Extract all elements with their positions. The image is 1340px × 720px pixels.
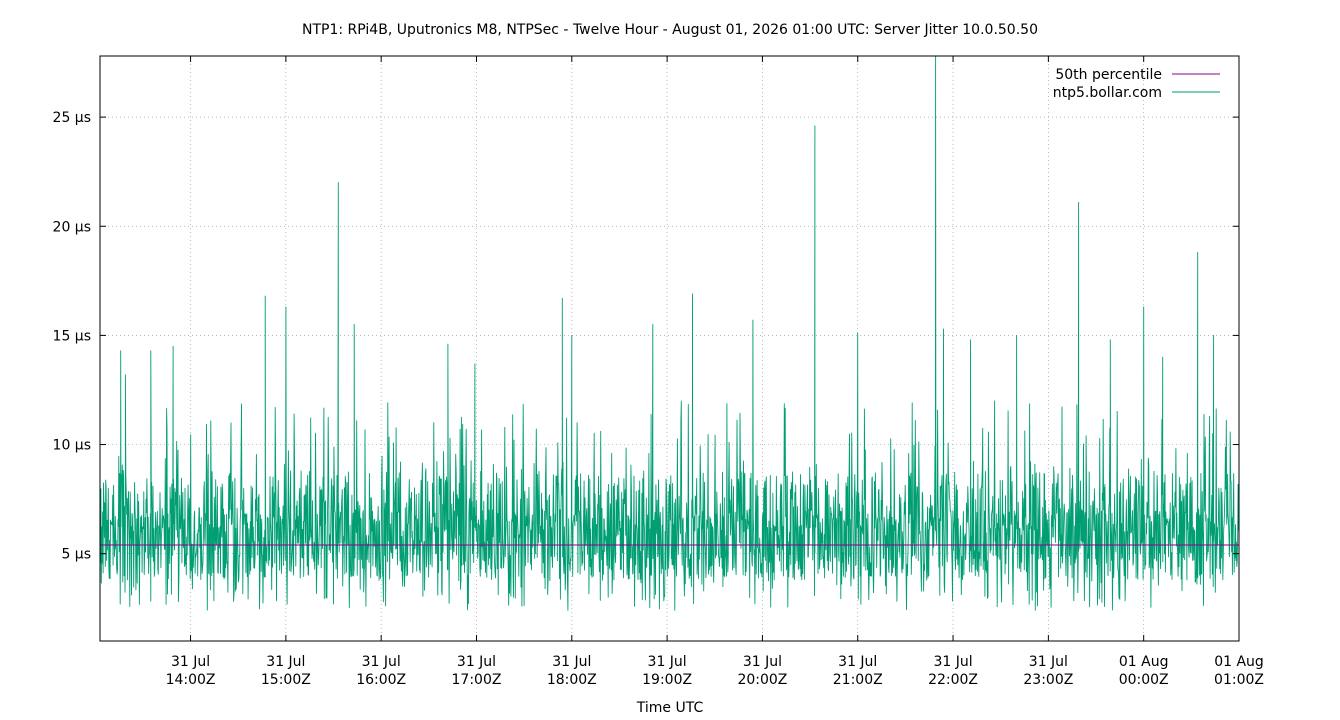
y-tick-label: 5 µs bbox=[61, 547, 91, 563]
x-tick-time: 18:00Z bbox=[547, 672, 597, 688]
legend-label-jitter: ntp5.bollar.com bbox=[1053, 85, 1162, 101]
x-tick-date: 31 Jul bbox=[933, 654, 972, 670]
x-tick-date: 31 Jul bbox=[648, 654, 687, 670]
x-tick-time: 20:00Z bbox=[737, 672, 787, 688]
y-axis: 5 µs 10 µs 15 µs 20 µs 25 µs bbox=[53, 110, 1239, 563]
y-tick-label: 25 µs bbox=[53, 110, 91, 126]
x-tick-date: 01 Aug bbox=[1214, 654, 1264, 670]
x-tick-time: 16:00Z bbox=[356, 672, 406, 688]
series-line-ntp5 bbox=[99, 55, 1240, 611]
x-tick-date: 31 Jul bbox=[266, 654, 305, 670]
x-tick-date: 01 Aug bbox=[1119, 654, 1169, 670]
x-tick-date: 31 Jul bbox=[838, 654, 877, 670]
legend: 50th percentile ntp5.bollar.com bbox=[1053, 67, 1220, 101]
plot-frame bbox=[99, 55, 1240, 642]
x-tick-time: 21:00Z bbox=[833, 672, 883, 688]
x-tick-time: 23:00Z bbox=[1023, 672, 1073, 688]
x-tick-time: 01:00Z bbox=[1214, 672, 1264, 688]
x-tick-date: 31 Jul bbox=[743, 654, 782, 670]
x-tick-date: 31 Jul bbox=[457, 654, 496, 670]
chart-title: NTP1: RPi4B, Uputronics M8, NTPSec - Twe… bbox=[302, 22, 1038, 38]
x-axis: 31 Jul 14:00Z 31 Jul 15:00Z 31 Jul 16:00Z 31 J… bbox=[166, 56, 1264, 688]
x-tick-date: 31 Jul bbox=[552, 654, 591, 670]
y-tick-label: 15 µs bbox=[53, 328, 91, 344]
x-tick-date: 31 Jul bbox=[171, 654, 210, 670]
x-tick-date: 31 Jul bbox=[362, 654, 401, 670]
legend-label-median: 50th percentile bbox=[1055, 67, 1162, 83]
y-tick-label: 10 µs bbox=[53, 438, 91, 454]
y-tick-label: 20 µs bbox=[53, 219, 91, 235]
x-tick-time: 00:00Z bbox=[1119, 672, 1169, 688]
x-tick-time: 22:00Z bbox=[928, 672, 978, 688]
x-tick-time: 14:00Z bbox=[166, 672, 216, 688]
x-tick-time: 17:00Z bbox=[452, 672, 502, 688]
x-tick-time: 19:00Z bbox=[642, 672, 692, 688]
x-tick-time: 15:00Z bbox=[261, 672, 311, 688]
x-tick-date: 31 Jul bbox=[1029, 654, 1068, 670]
series-layer bbox=[99, 55, 1240, 611]
x-axis-label: Time UTC bbox=[636, 700, 704, 716]
